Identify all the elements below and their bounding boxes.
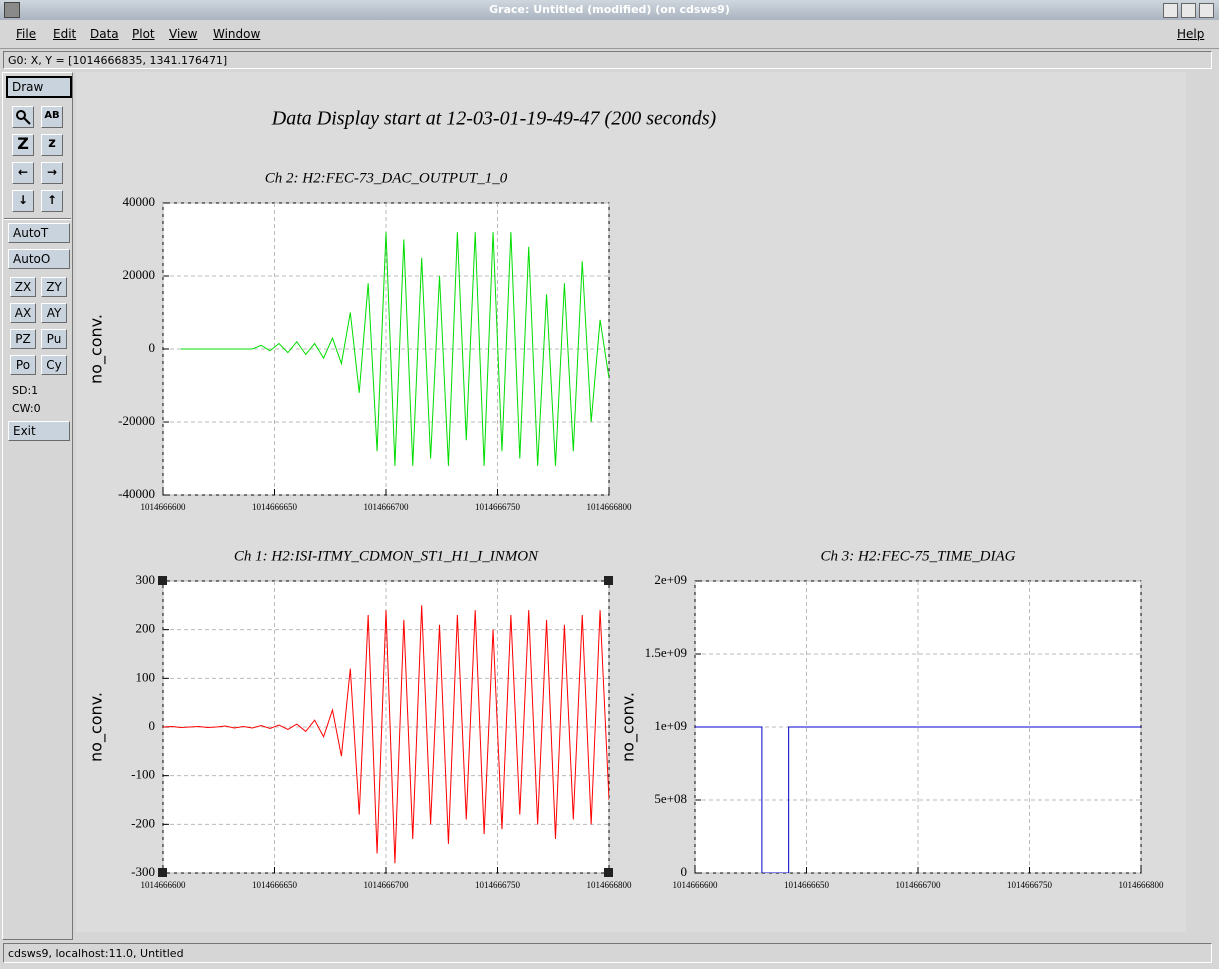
y-tick-label: -200 (131, 815, 155, 830)
tool-button[interactable]: AX (10, 303, 36, 323)
menu-item[interactable]: Data (90, 27, 119, 41)
x-tick-label: 1014666750 (1007, 880, 1053, 890)
locator-bar: G0: X, Y = [1014666835, 1341.176471] (3, 51, 1212, 69)
x-tick-label: 1014666600 (141, 880, 187, 890)
tool-button[interactable]: Cy (41, 355, 67, 375)
menu-bar (0, 20, 1219, 49)
y-tick-label: -300 (131, 864, 155, 879)
data-line (163, 605, 609, 864)
tool-button[interactable]: Po (10, 355, 36, 375)
x-tick-label: 1014666800 (587, 502, 633, 512)
maximize-button[interactable] (1181, 3, 1196, 18)
y-tick-label: 100 (136, 669, 156, 684)
tool-button[interactable]: PZ (10, 329, 36, 349)
menu-item[interactable]: Edit (53, 27, 77, 41)
y-tick-label: -20000 (118, 413, 155, 428)
toolbar (2, 72, 73, 940)
y-tick-label: 0 (149, 340, 156, 355)
y-tick-label: 0 (681, 864, 688, 879)
draw-button[interactable]: Draw (6, 76, 72, 98)
x-tick-label: 1014666650 (252, 502, 298, 512)
tool-button[interactable]: AY (41, 303, 67, 323)
y-tick-label: 1.5e+09 (645, 645, 687, 660)
autot-button[interactable]: AutoT (8, 223, 70, 243)
menu-item[interactable]: Window (213, 27, 261, 41)
data-line (180, 232, 609, 466)
window-title: Grace: Untitled (modified) (on cdsws9) (489, 3, 730, 16)
up-button[interactable]: ↑ (41, 190, 63, 212)
y-axis-label: no_conv. (87, 692, 107, 762)
exit-button[interactable]: Exit (8, 421, 70, 441)
y-tick-label: 40000 (123, 194, 156, 209)
y-axis-label: no_conv. (87, 314, 107, 384)
y-tick-label: 200 (136, 621, 156, 636)
minimize-button[interactable] (1163, 3, 1178, 18)
title-bar: Grace: Untitled (modified) (on cdsws9) (0, 0, 1219, 20)
x-tick-label: 1014666800 (1119, 880, 1165, 890)
sd-label: SD:1 (12, 384, 39, 397)
y-axis-label: no_conv. (619, 692, 639, 762)
y-tick-label: 20000 (123, 267, 156, 282)
x-tick-label: 1014666600 (673, 880, 719, 890)
y-tick-label: 300 (136, 572, 156, 587)
x-tick-label: 1014666700 (364, 880, 410, 890)
x-tick-label: 1014666650 (252, 880, 298, 890)
separator (4, 218, 71, 220)
left-button[interactable]: ← (12, 162, 34, 184)
y-tick-label: -100 (131, 767, 155, 782)
menu-item[interactable]: View (169, 27, 198, 41)
y-tick-label: 5e+08 (654, 791, 687, 806)
y-tick-label: -40000 (118, 486, 155, 501)
magnifier-icon (16, 110, 31, 125)
y-tick-label: 0 (149, 718, 156, 733)
tool-button[interactable]: ZX (10, 277, 36, 297)
x-tick-label: 1014666750 (475, 502, 521, 512)
zoom-out-button[interactable]: z (41, 134, 63, 156)
zoom-tool-button[interactable] (12, 106, 34, 128)
x-tick-label: 1014666800 (587, 880, 633, 890)
menu-item[interactable]: Help (1177, 27, 1205, 41)
close-button[interactable] (1199, 3, 1214, 18)
x-tick-label: 1014666700 (896, 880, 942, 890)
status-bar: cdsws9, localhost:11.0, Untitled (3, 943, 1212, 963)
x-tick-label: 1014666750 (475, 880, 521, 890)
autoo-button[interactable]: AutoO (8, 249, 70, 269)
tool-button[interactable]: ZY (41, 277, 67, 297)
y-tick-label: 2e+09 (654, 572, 687, 587)
chart-title: Ch 2: H2:FEC-73_DAC_OUTPUT_1_0 (265, 170, 508, 186)
y-tick-label: 1e+09 (654, 718, 687, 733)
plot-canvas: Data Display start at 12-03-01-19-49-47 … (76, 72, 1186, 932)
chart-title: Ch 1: H2:ISI-ITMY_CDMON_ST1_H1_I_INMON (234, 548, 539, 564)
x-tick-label: 1014666650 (784, 880, 830, 890)
x-tick-label: 1014666600 (141, 502, 187, 512)
right-button[interactable]: → (41, 162, 63, 184)
down-button[interactable]: ↓ (12, 190, 34, 212)
x-tick-label: 1014666700 (364, 502, 410, 512)
zoom-in-button[interactable]: Z (12, 134, 34, 156)
selection-handles (158, 576, 613, 877)
menu-item[interactable]: Plot (132, 27, 155, 41)
text-tool-button[interactable]: AB (41, 106, 63, 128)
canvas-title: Data Display start at 12-03-01-19-49-47 … (271, 108, 717, 130)
cw-label: CW:0 (12, 402, 41, 415)
chart-title: Ch 3: H2:FEC-75_TIME_DIAG (821, 548, 1016, 564)
data-line (695, 726, 1141, 873)
tool-button[interactable]: Pu (41, 329, 67, 349)
app-icon[interactable] (4, 2, 20, 18)
menu-item[interactable]: File (16, 27, 37, 41)
